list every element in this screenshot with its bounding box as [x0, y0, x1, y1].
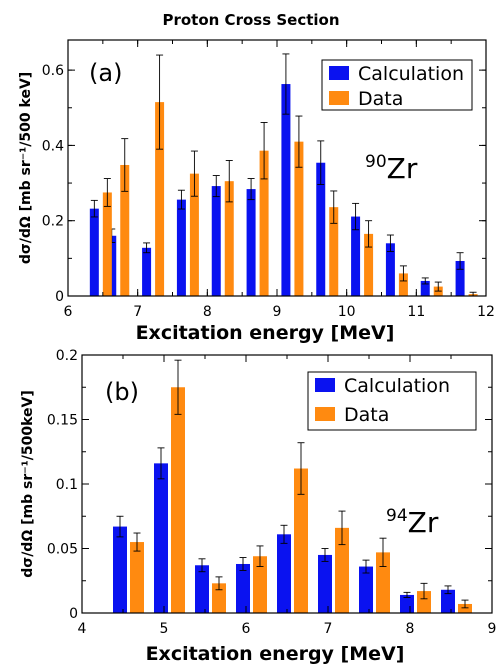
panel-b-x-tick-label: 7 — [324, 621, 333, 637]
panel-b-legend-box — [307, 371, 477, 431]
panel-b-bar-data — [294, 468, 308, 613]
panel-a-legend-label-data: Data — [358, 88, 403, 110]
panel-a-bar-calculation — [89, 208, 99, 296]
panel-a-bar-data — [259, 150, 269, 296]
panel-b-x-tick-label: 6 — [242, 621, 251, 637]
panel-a-bar-calculation — [385, 243, 395, 296]
panel-b-bar-data — [417, 591, 431, 613]
panel-b-bar-data — [376, 552, 390, 613]
figure-title: Proton Cross Section — [162, 11, 339, 29]
panel-a-x-tick-label: 8 — [203, 304, 212, 320]
panel-b-bar-data — [171, 387, 185, 613]
panel-b-x-axis-label: Excitation energy [MeV] — [146, 643, 405, 665]
panel-a-x-tick-label: 6 — [64, 304, 73, 320]
panel-b-bar-data — [212, 583, 226, 613]
panel-b-bar-calculation — [154, 463, 168, 613]
panel-a-y-tick-label: 0.6 — [42, 63, 64, 79]
panel-a-x-axis-label: Excitation energy [MeV] — [136, 322, 395, 344]
panel-b-y-tick-label: 0.2 — [56, 348, 78, 364]
panel-b-legend-label-data: Data — [344, 404, 389, 426]
panel-a-bar-data — [398, 273, 408, 296]
panel-b-chart: 4 5 6 7 8 9 0 0.05 0.1 0.15 0.2 Excitation energy [… — [20, 348, 496, 665]
panel-b-bar-calculation — [236, 563, 250, 613]
panel-a-x-tick-label: 10 — [338, 304, 356, 320]
panel-b-panel-label: (b) — [105, 378, 139, 406]
panel-a-y-axis-label: dσ/dΩ [mb sr⁻¹/500 keV] — [18, 72, 34, 264]
panel-b-bar-data — [253, 556, 267, 613]
panel-a-bar-calculation — [316, 162, 326, 296]
panel-a-legend-swatch-calculation — [329, 66, 349, 80]
panel-a-legend-swatch-data — [329, 91, 349, 105]
panel-b-isotope-label: 94Zr — [386, 506, 439, 539]
panel-b-bar-data — [458, 603, 472, 613]
panel-b-isotope-symbol: Zr — [408, 506, 439, 539]
panel-b-bar-calculation — [441, 589, 455, 613]
panel-b-x-tick-label: 8 — [406, 621, 415, 637]
panel-a-bar-calculation — [142, 247, 152, 296]
panel-a-x-tick-label: 12 — [477, 304, 495, 320]
panel-b-bar-calculation — [359, 566, 373, 613]
panel-b-bar-calculation — [113, 526, 127, 613]
panel-b-legend-swatch-data — [315, 407, 335, 421]
panel-a-chart: 6 7 8 9 10 11 12 0 0.2 0.4 0.6 Excitation energy [M… — [18, 39, 495, 344]
panel-b-legend-label-calculation: Calculation — [344, 375, 450, 397]
panel-b-y-tick-label: 0 — [69, 606, 78, 622]
panel-a-bar-data — [294, 141, 304, 296]
panel-b-x-tick-label: 5 — [160, 621, 169, 637]
panel-a-isotope-symbol: Zr — [387, 152, 418, 185]
panel-a-y-tick-label: 0.4 — [42, 138, 64, 154]
panel-b-y-axis-label: dσ/dΩ [mb sr⁻¹/500keV] — [20, 390, 36, 577]
panel-a-bar-calculation — [351, 216, 361, 296]
panel-a-x-tick-label: 9 — [273, 304, 282, 320]
panel-a-isotope-label: 90Zr — [365, 152, 418, 185]
panel-a-bar-calculation — [176, 199, 186, 296]
panel-a-bar-calculation — [420, 280, 430, 296]
panel-a-bar-data — [189, 173, 199, 296]
panel-b-bar-data — [130, 542, 144, 613]
panel-a-bar-data — [224, 181, 234, 296]
panel-a-x-tick-label: 11 — [407, 304, 425, 320]
panel-a-bar-data — [120, 164, 130, 296]
panel-b-bar-data — [335, 527, 349, 613]
panel-b-bar-calculation — [277, 534, 291, 613]
panel-a-bar-calculation — [455, 260, 465, 296]
panel-a-bar-data — [155, 102, 165, 296]
panel-b-y-tick-label: 0.15 — [47, 413, 78, 429]
panel-a-bar-calculation — [281, 84, 291, 296]
panel-b-isotope-mass: 94 — [386, 506, 408, 526]
panel-a-bar-data — [329, 207, 339, 296]
panel-a-bar-data — [364, 233, 374, 296]
panel-a-isotope-mass: 90 — [365, 152, 387, 172]
panel-b-bar-calculation — [318, 554, 332, 613]
panel-b-bar-calculation — [195, 565, 209, 613]
panel-a-x-tick-label: 7 — [133, 304, 142, 320]
panel-a-bar-calculation — [246, 189, 256, 296]
panel-a-bar-data — [102, 192, 112, 296]
panel-b-x-tick-label: 4 — [78, 621, 87, 637]
panel-b-y-tick-label: 0.05 — [47, 542, 78, 558]
panel-a-legend-label-calculation: Calculation — [358, 63, 464, 85]
panel-a-y-tick-label: 0.2 — [42, 214, 64, 230]
panel-a-panel-label: (a) — [89, 59, 122, 87]
panel-a-bar-calculation — [211, 186, 221, 296]
panel-a-y-tick-label: 0 — [55, 289, 64, 305]
panel-b-x-tick-label: 9 — [488, 621, 497, 637]
panel-b-y-tick-label: 0.1 — [56, 477, 78, 493]
panel-b-legend-swatch-calculation — [315, 378, 335, 392]
